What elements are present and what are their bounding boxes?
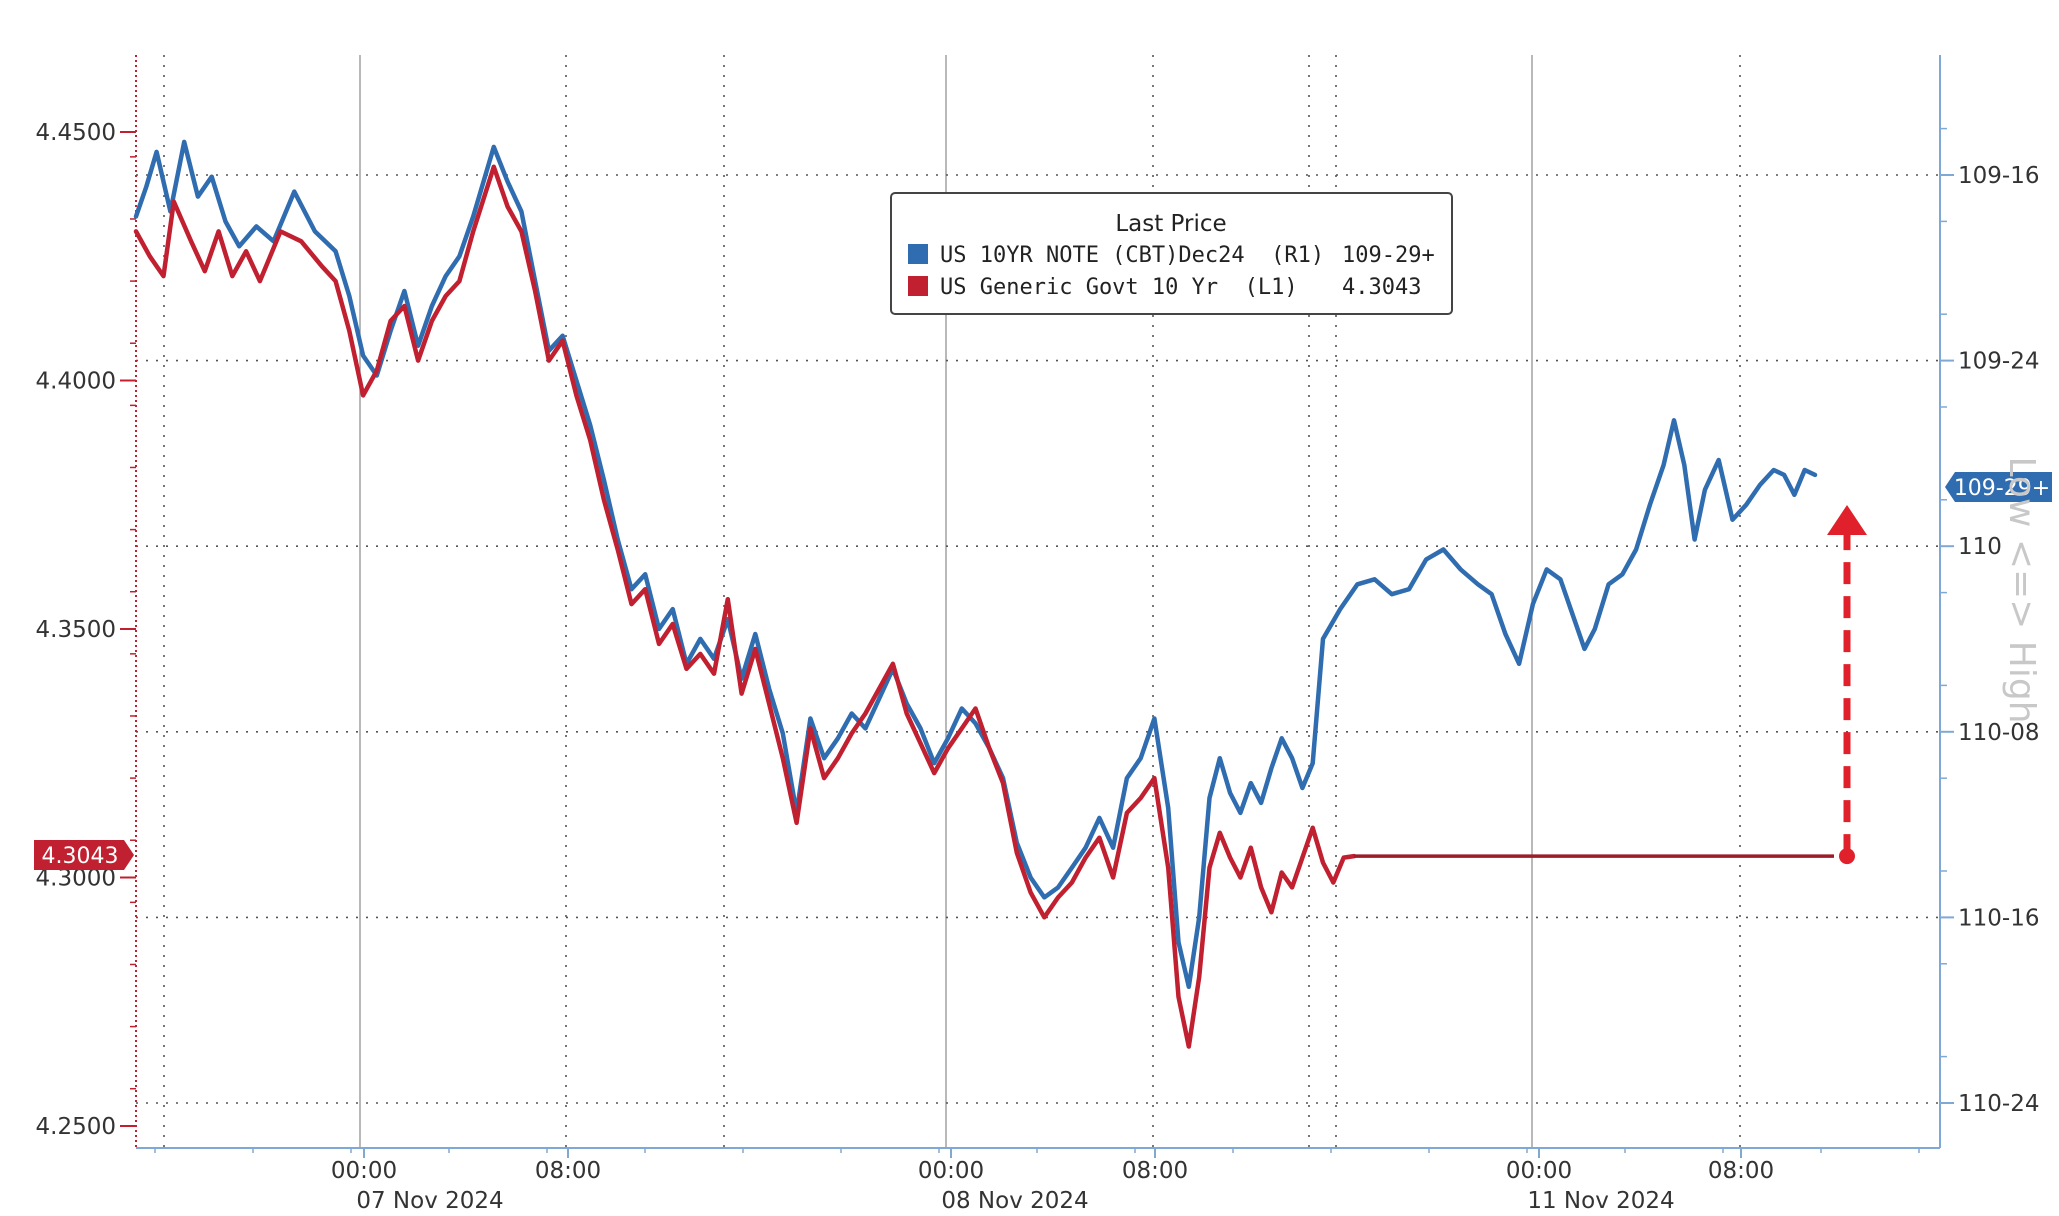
left-tick-label: 4.2500 <box>36 1114 116 1140</box>
legend-title: Last Price <box>1115 211 1226 237</box>
arrow-head <box>1827 505 1867 535</box>
right-tick-label: 110-24 <box>1958 1091 2039 1117</box>
grid <box>136 55 1940 1148</box>
right-tick-label: 109-16 <box>1958 163 2039 189</box>
x-tick-label: 00:00 <box>331 1158 397 1184</box>
date-label: 11 Nov 2024 <box>1527 1188 1674 1214</box>
legend-swatch-red <box>908 276 928 296</box>
legend-entry-value: 109-29+ <box>1342 243 1435 268</box>
left-badge-text: 4.3043 <box>42 844 119 869</box>
low-high-side-label: Low <=> High <box>2001 456 2042 723</box>
series-lines <box>133 139 1834 1049</box>
legend: Last Price US 10YR NOTE (CBT)Dec24 (R1) … <box>890 192 1453 315</box>
x-tick-label: 08:00 <box>1708 1158 1774 1184</box>
legend-entry-value: 4.3043 <box>1342 275 1421 300</box>
legend-swatch-blue <box>908 244 928 264</box>
x-tick-label: 00:00 <box>918 1158 984 1184</box>
series-line-us-generic-govt-10yr <box>133 164 1357 1049</box>
annotation-layer <box>1827 505 1867 865</box>
left-tick-label: 4.4500 <box>36 120 116 146</box>
right-last-value-badge: 109-29+ <box>1945 472 2052 502</box>
x-tick-label: 08:00 <box>535 1158 601 1184</box>
x-tick-label: 08:00 <box>1122 1158 1188 1184</box>
right-ticks: 109-16 109-24 110 110-08 110-16 110-24 <box>1940 127 2039 1117</box>
right-badge-text: 109-29+ <box>1954 476 2050 501</box>
left-tick-label: 4.3500 <box>36 617 116 643</box>
axes <box>135 55 1941 1149</box>
legend-entry-name: US 10YR NOTE (CBT)Dec24 (R1) <box>940 243 1324 268</box>
x-ticks: 00:00 08:00 00:00 08:00 00:00 08:00 <box>154 1148 1920 1184</box>
date-label: 07 Nov 2024 <box>356 1188 503 1214</box>
legend-entry-name: US Generic Govt 10 Yr (L1) <box>940 275 1298 300</box>
left-last-value-badge: 4.3043 <box>34 840 134 870</box>
right-tick-label: 109-24 <box>1958 349 2039 375</box>
right-tick-label: 110-16 <box>1958 905 2039 931</box>
right-tick-label: 110-08 <box>1958 720 2039 746</box>
x-tick-label: 00:00 <box>1506 1158 1572 1184</box>
date-label: 08 Nov 2024 <box>941 1188 1088 1214</box>
left-tick-label: 4.4000 <box>36 369 116 395</box>
right-tick-label: 110 <box>1958 534 2002 560</box>
